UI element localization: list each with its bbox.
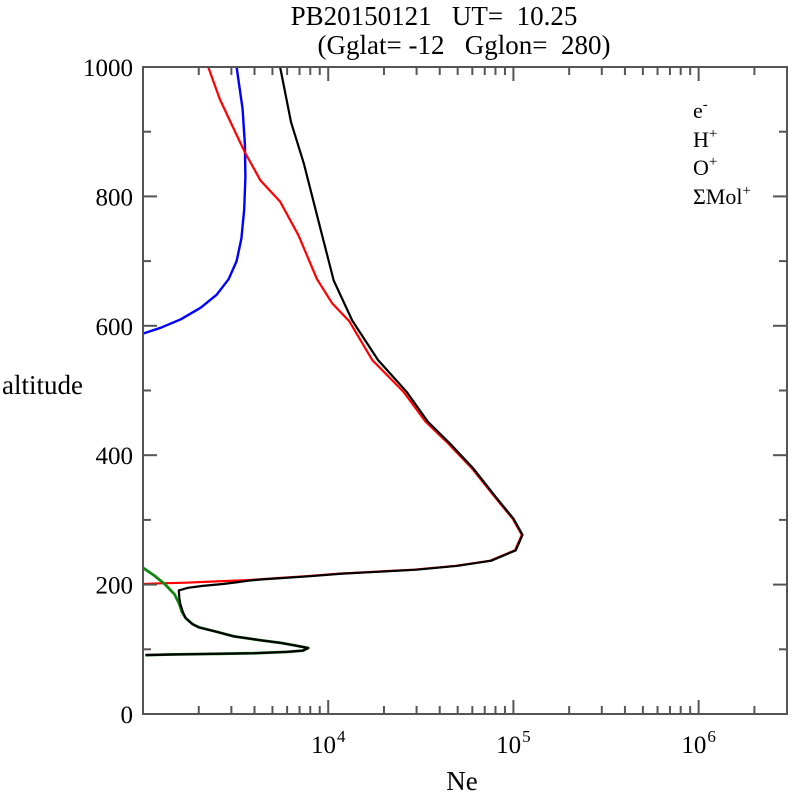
x-tick-labels: 104 105 106 bbox=[311, 727, 716, 759]
y-tick-label: 600 bbox=[96, 314, 134, 341]
x-tick-label: 104 bbox=[311, 727, 346, 759]
y-tick-label: 400 bbox=[96, 443, 134, 470]
legend-entry-electron: e- bbox=[693, 97, 708, 123]
y-tick-label: 1000 bbox=[83, 55, 133, 82]
y-tick-label: 0 bbox=[121, 702, 134, 729]
axis-ticks bbox=[143, 66, 787, 715]
plot-title: PB20150121 UT= 10.25 bbox=[291, 1, 578, 31]
y-tick-labels: 0 200 400 600 800 1000 bbox=[83, 55, 133, 729]
plot-frame bbox=[142, 66, 788, 715]
x-axis-label: Ne bbox=[446, 766, 477, 796]
plot-subtitle: (Gglat= -12 Gglon= 280) bbox=[318, 30, 611, 60]
y-axis-label: altitude bbox=[2, 370, 83, 400]
legend: e- H+O+ ΣMol+ bbox=[693, 97, 751, 209]
y-tick-label: 800 bbox=[96, 184, 134, 211]
legend-entry-mol-plus: ΣMol+ bbox=[693, 183, 751, 209]
curve-h-plus bbox=[142, 66, 247, 335]
x-tick-label: 105 bbox=[496, 727, 531, 759]
y-tick-label: 200 bbox=[96, 573, 134, 600]
curves-layer bbox=[142, 66, 524, 657]
curve-electron bbox=[145, 66, 524, 657]
legend-entry-o-plus: O+ bbox=[693, 154, 717, 180]
legend-entry-h-plus: H+ bbox=[693, 126, 717, 152]
x-tick-label: 106 bbox=[681, 727, 716, 759]
frame-rect bbox=[142, 66, 788, 715]
curve-o-plus bbox=[142, 66, 523, 586]
